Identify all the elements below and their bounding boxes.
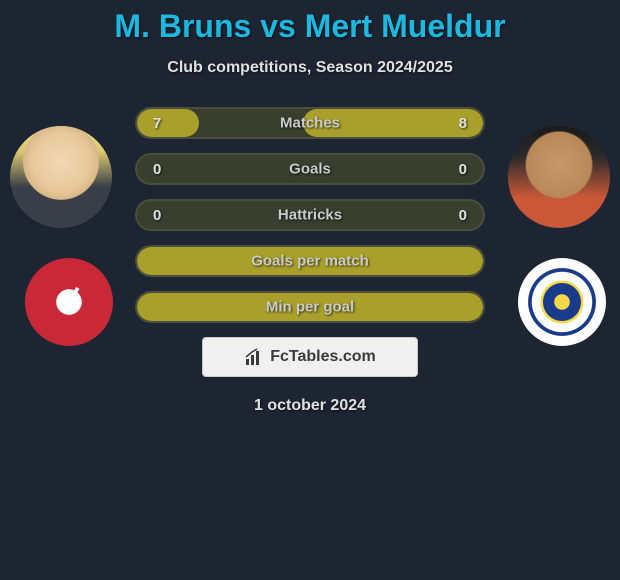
bar-value-right: 0 (459, 207, 467, 224)
stat-bar: 0 Goals 0 (135, 153, 485, 185)
bar-value-left: 7 (153, 115, 161, 132)
bar-label: Matches (280, 115, 340, 132)
bar-label: Hattricks (278, 207, 342, 224)
bar-value-left: 0 (153, 207, 161, 224)
stat-bar: Goals per match (135, 245, 485, 277)
watermark-badge: FcTables.com (202, 337, 418, 377)
stat-bar: 0 Hattricks 0 (135, 199, 485, 231)
bar-value-right: 8 (459, 115, 467, 132)
player1-club-crest (25, 258, 113, 346)
stat-bar: 7 Matches 8 (135, 107, 485, 139)
comparison-card: M. Bruns vs Mert Mueldur Club competitio… (0, 0, 620, 415)
stat-bar: Min per goal (135, 291, 485, 323)
title: M. Bruns vs Mert Mueldur (0, 8, 620, 45)
bar-label: Goals (289, 161, 331, 178)
bar-label: Min per goal (266, 299, 354, 316)
bar-value-right: 0 (459, 161, 467, 178)
bar-fill-left (137, 109, 199, 137)
player1-avatar (10, 126, 112, 228)
subtitle: Club competitions, Season 2024/2025 (0, 59, 620, 77)
player2-avatar (508, 126, 610, 228)
watermark-text: FcTables.com (270, 348, 376, 366)
date-label: 1 october 2024 (0, 397, 620, 415)
chart-icon (244, 347, 264, 367)
bar-label: Goals per match (251, 253, 369, 270)
stat-bars: 7 Matches 8 0 Goals 0 0 Hattricks 0 Goals per mat… (135, 107, 485, 323)
bar-value-left: 0 (153, 161, 161, 178)
player2-club-crest (518, 258, 606, 346)
